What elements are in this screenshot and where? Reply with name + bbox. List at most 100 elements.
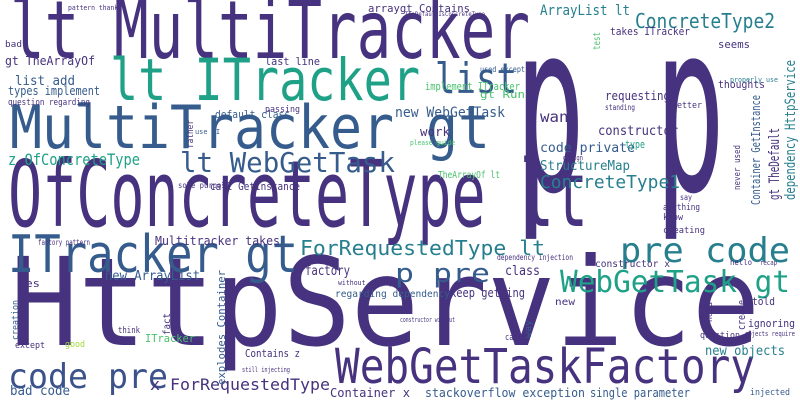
word: create (735, 300, 748, 330)
word: z OfConcreteType (8, 150, 140, 169)
word: rather (186, 120, 196, 148)
word: yes (18, 277, 40, 290)
word: explodes Container (215, 270, 228, 385)
word: MultiTracker gt (10, 93, 490, 163)
word: without simply (338, 279, 393, 287)
word: properly use (730, 76, 778, 84)
word: ConcreteType1 (540, 172, 680, 193)
word: list (435, 54, 517, 103)
word: ArrayList lt (540, 3, 630, 19)
word: work (420, 125, 451, 139)
word: ITracker (145, 332, 195, 345)
word: ForRequestedType lt (300, 236, 545, 260)
word: class (505, 264, 540, 279)
word: last line (265, 55, 320, 68)
word: OfConcreteType lt (8, 141, 588, 248)
word: better (672, 101, 703, 111)
word: please guide (410, 139, 455, 147)
word: p p (515, 0, 725, 246)
word: creating (663, 226, 705, 236)
word: list add (15, 74, 75, 89)
word: ignoring (748, 317, 795, 330)
word: factory (305, 264, 350, 279)
word: Container x (330, 386, 410, 400)
word: types implement (8, 84, 100, 98)
word: call GetInstance (210, 180, 300, 193)
word: code pre (8, 357, 168, 397)
word: standing (605, 103, 635, 112)
word: seems (718, 38, 750, 51)
word: WebGetTaskFactory (335, 339, 755, 395)
word: new WebGetTask (395, 105, 506, 121)
word: Container GetInstance (749, 95, 763, 205)
word: design (563, 154, 583, 162)
word: lt WebGetTask (180, 146, 395, 179)
word: want (540, 108, 578, 126)
word: default class (215, 108, 290, 121)
word: use DI (195, 128, 220, 136)
word: hello (730, 258, 752, 267)
word: question (700, 331, 740, 341)
word: requesting (605, 89, 670, 103)
word: factory pattern (38, 238, 90, 247)
word: new ArrayList (105, 269, 200, 284)
word: dependency injection (497, 253, 573, 262)
word: regarding dependency (335, 289, 450, 300)
word: pre code (620, 231, 790, 271)
word: know (663, 213, 684, 223)
word: implement ITracker (425, 80, 520, 93)
word: constructor (598, 124, 678, 139)
word: WebGetTask gt (560, 265, 790, 300)
word: bad code (10, 384, 70, 399)
word: TheDefaultIsConcreteType (405, 11, 485, 18)
word: way (524, 319, 534, 338)
word: x ForRequestedType (150, 375, 330, 394)
word: keep getting (450, 286, 525, 300)
word: new (555, 297, 576, 308)
word: constructor x (595, 259, 670, 270)
word: injected (750, 388, 790, 398)
word: takes ITracker (610, 25, 690, 38)
word: think (118, 326, 140, 336)
word: Multitracker takes (155, 234, 280, 248)
word: Contains z (245, 347, 300, 360)
word: anything (663, 203, 700, 213)
word: good (65, 340, 85, 350)
word: question regarding (8, 98, 90, 108)
word: code private (540, 141, 635, 156)
word: gt Run (480, 88, 525, 101)
word: test (592, 32, 603, 50)
word: still injecting (242, 366, 290, 374)
word: p pre (395, 259, 490, 289)
word: lt MultiTracker (10, 0, 530, 77)
word: TheArrayOf lt (438, 170, 500, 181)
word: ConcreteType2 (635, 9, 775, 33)
word: call (505, 333, 522, 343)
word: type (625, 138, 645, 151)
word: pattern thanks (68, 4, 122, 12)
word: used except (480, 65, 525, 74)
word: bad (5, 40, 22, 50)
word: sole purpose (178, 181, 230, 190)
word: recap (760, 259, 777, 267)
word: except (15, 341, 45, 351)
word: single parameter (590, 386, 690, 400)
word: never used (733, 145, 743, 190)
word: fact (162, 313, 173, 335)
word: objects require (745, 330, 795, 338)
word: say (680, 193, 692, 202)
word: constructor without (400, 316, 455, 324)
word: HttpService (10, 232, 760, 374)
word: stackoverflow exception (425, 386, 585, 400)
word: gt TheArrayOf (5, 54, 95, 68)
word: ITracker gt (8, 225, 298, 285)
word: gt TheDefault (767, 128, 783, 200)
word: thoughts (718, 78, 765, 91)
word: arraygt Contains (368, 2, 470, 15)
word: passing (265, 105, 300, 115)
word: new objects (705, 344, 785, 359)
word: StructureMap (540, 159, 630, 174)
